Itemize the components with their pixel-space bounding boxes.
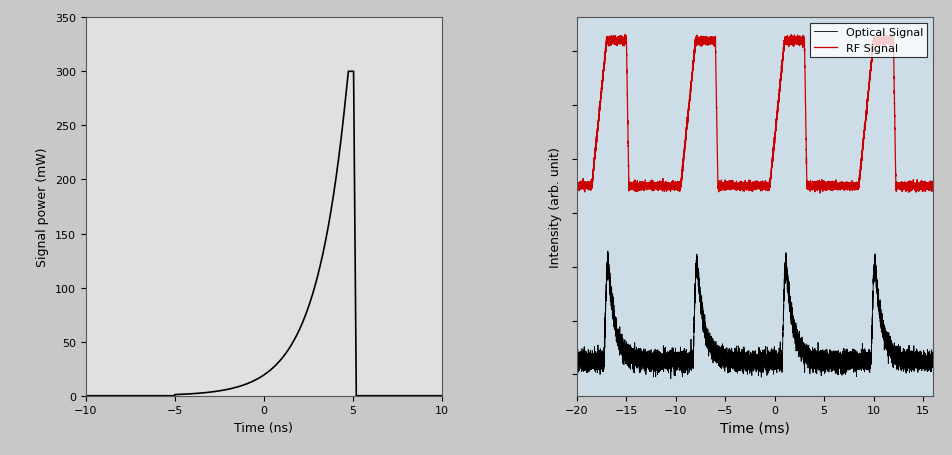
Optical Signal — [603, 249, 614, 254]
Optical Signal — [759, 354, 770, 359]
Y-axis label: Signal power (mW): Signal power (mW) — [36, 147, 50, 267]
Optical Signal — [571, 353, 583, 358]
RF Signal — [664, 183, 675, 188]
Legend: Optical Signal, RF Signal: Optical Signal, RF Signal — [810, 24, 927, 58]
Optical Signal — [787, 321, 799, 327]
Optical Signal — [754, 358, 765, 363]
RF Signal — [759, 182, 770, 188]
Line: RF Signal: RF Signal — [577, 35, 933, 194]
RF Signal — [625, 184, 636, 189]
RF Signal — [815, 191, 826, 197]
RF Signal — [619, 33, 630, 38]
Optical Signal — [665, 376, 677, 381]
RF Signal — [590, 143, 602, 148]
RF Signal — [927, 186, 939, 191]
RF Signal — [754, 182, 765, 188]
RF Signal — [787, 40, 799, 46]
Optical Signal — [927, 356, 939, 361]
Optical Signal — [590, 359, 602, 364]
X-axis label: Time (ns): Time (ns) — [234, 421, 293, 434]
Line: Optical Signal: Optical Signal — [577, 252, 933, 379]
RF Signal — [571, 183, 583, 188]
X-axis label: Time (ms): Time (ms) — [720, 421, 790, 435]
Optical Signal — [664, 349, 675, 355]
Y-axis label: Intensity (arb. unit): Intensity (arb. unit) — [548, 147, 562, 268]
Optical Signal — [625, 358, 636, 363]
